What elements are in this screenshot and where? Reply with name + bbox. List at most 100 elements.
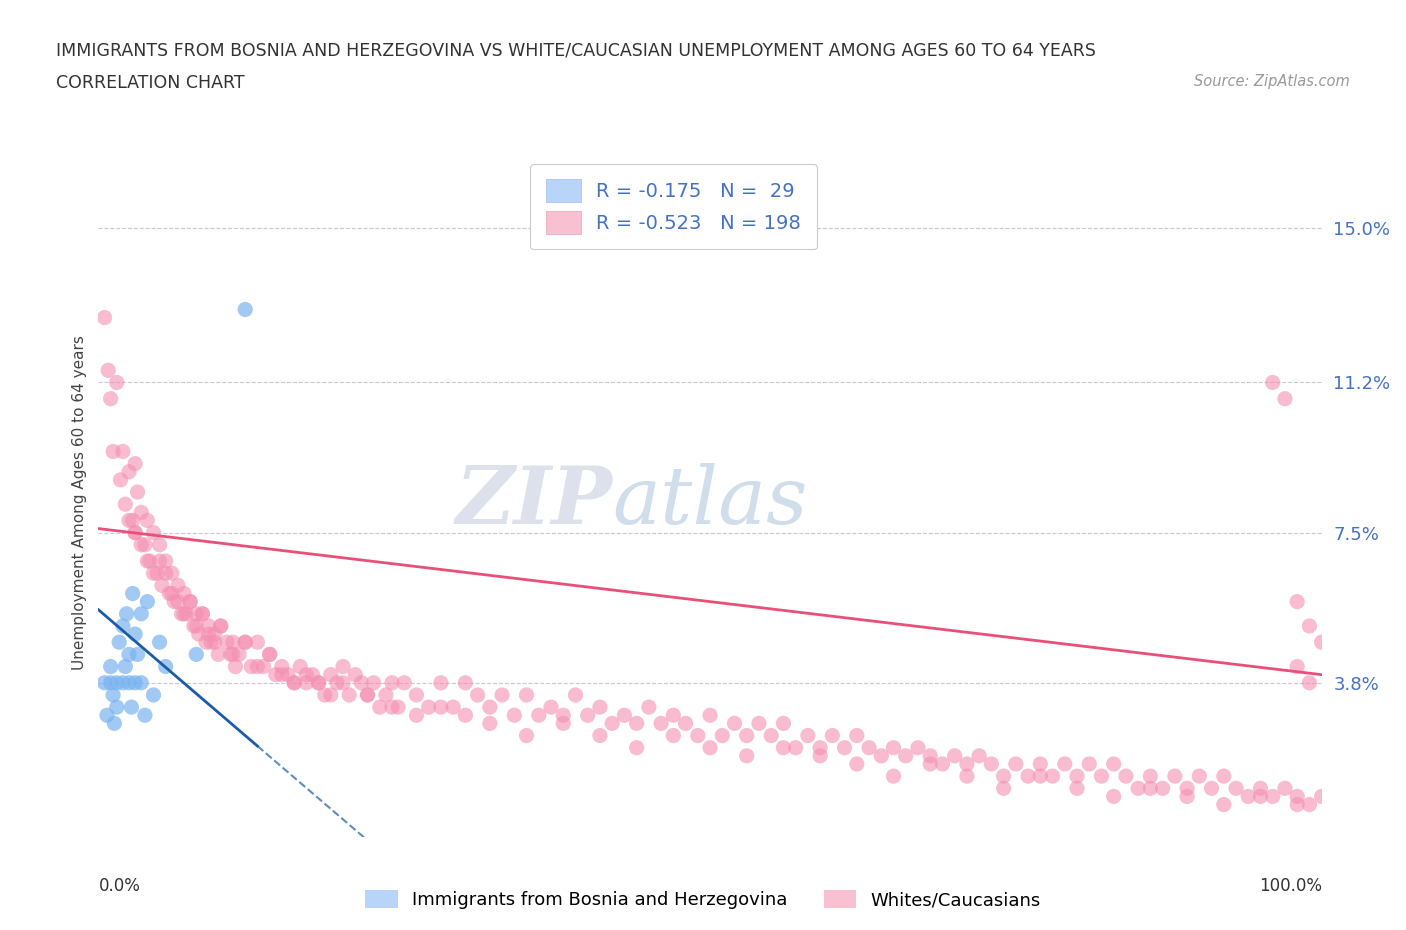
Point <box>163 594 186 609</box>
Point <box>209 618 232 633</box>
Point <box>699 740 721 755</box>
Point <box>209 618 232 633</box>
Point <box>381 675 404 690</box>
Point <box>1212 797 1234 812</box>
Point <box>1274 392 1296 406</box>
Point <box>1139 781 1161 796</box>
Point <box>101 687 124 702</box>
Point <box>441 699 464 714</box>
Point <box>301 667 323 682</box>
Point <box>319 687 342 702</box>
Point <box>1261 789 1284 804</box>
Point <box>170 606 193 621</box>
Point <box>155 565 177 580</box>
Point <box>589 699 612 714</box>
Point <box>1152 781 1174 796</box>
Point <box>186 618 208 633</box>
Point <box>124 675 146 690</box>
Point <box>797 728 820 743</box>
Point <box>204 627 226 642</box>
Point <box>589 728 612 743</box>
Point <box>1175 789 1198 804</box>
Point <box>219 647 242 662</box>
Point <box>943 749 966 764</box>
Point <box>467 687 489 702</box>
Point <box>1201 781 1223 796</box>
Point <box>1029 769 1052 784</box>
Point <box>662 728 685 743</box>
Point <box>600 716 623 731</box>
Point <box>96 708 118 723</box>
Point <box>1225 781 1247 796</box>
Point <box>319 667 342 682</box>
Point <box>121 513 143 528</box>
Point <box>277 667 299 682</box>
Point <box>127 647 149 662</box>
Point <box>142 687 165 702</box>
Point <box>576 708 599 723</box>
Point <box>405 687 427 702</box>
Point <box>1298 797 1320 812</box>
Point <box>748 716 770 731</box>
Point <box>215 635 238 650</box>
Legend: R = -0.175   N =  29, R = -0.523   N = 198: R = -0.175 N = 29, R = -0.523 N = 198 <box>530 164 817 249</box>
Point <box>1249 781 1271 796</box>
Point <box>121 586 143 601</box>
Point <box>97 363 120 378</box>
Point <box>93 675 115 690</box>
Point <box>1053 756 1076 771</box>
Point <box>100 392 122 406</box>
Point <box>142 525 165 540</box>
Point <box>553 708 575 723</box>
Point <box>167 594 190 609</box>
Point <box>1139 769 1161 784</box>
Point <box>1310 789 1333 804</box>
Point <box>233 635 256 650</box>
Point <box>191 606 214 621</box>
Point <box>626 740 648 755</box>
Point <box>735 728 758 743</box>
Point <box>93 310 115 325</box>
Point <box>356 687 378 702</box>
Point <box>136 594 159 609</box>
Point <box>314 687 336 702</box>
Point <box>118 513 141 528</box>
Point <box>264 667 287 682</box>
Point <box>870 749 893 764</box>
Point <box>134 538 156 552</box>
Point <box>1017 769 1039 784</box>
Point <box>374 687 396 702</box>
Point <box>139 553 162 568</box>
Point <box>150 578 173 592</box>
Point <box>114 659 136 674</box>
Point <box>1237 789 1260 804</box>
Point <box>129 675 152 690</box>
Point <box>735 749 758 764</box>
Point <box>993 781 1015 796</box>
Point <box>1078 756 1101 771</box>
Point <box>675 716 697 731</box>
Point <box>967 749 990 764</box>
Point <box>785 740 807 755</box>
Point <box>200 635 222 650</box>
Point <box>626 716 648 731</box>
Text: Source: ZipAtlas.com: Source: ZipAtlas.com <box>1194 74 1350 89</box>
Point <box>527 708 550 723</box>
Point <box>699 708 721 723</box>
Point <box>186 606 208 621</box>
Point <box>1188 769 1211 784</box>
Point <box>956 756 979 771</box>
Point <box>454 708 477 723</box>
Point <box>191 606 214 621</box>
Point <box>136 553 159 568</box>
Point <box>1102 789 1125 804</box>
Point <box>723 716 745 731</box>
Point <box>1066 769 1088 784</box>
Point <box>1115 769 1137 784</box>
Point <box>845 728 868 743</box>
Point <box>197 618 219 633</box>
Point <box>834 740 856 755</box>
Point <box>110 472 132 487</box>
Point <box>100 675 122 690</box>
Point <box>173 606 195 621</box>
